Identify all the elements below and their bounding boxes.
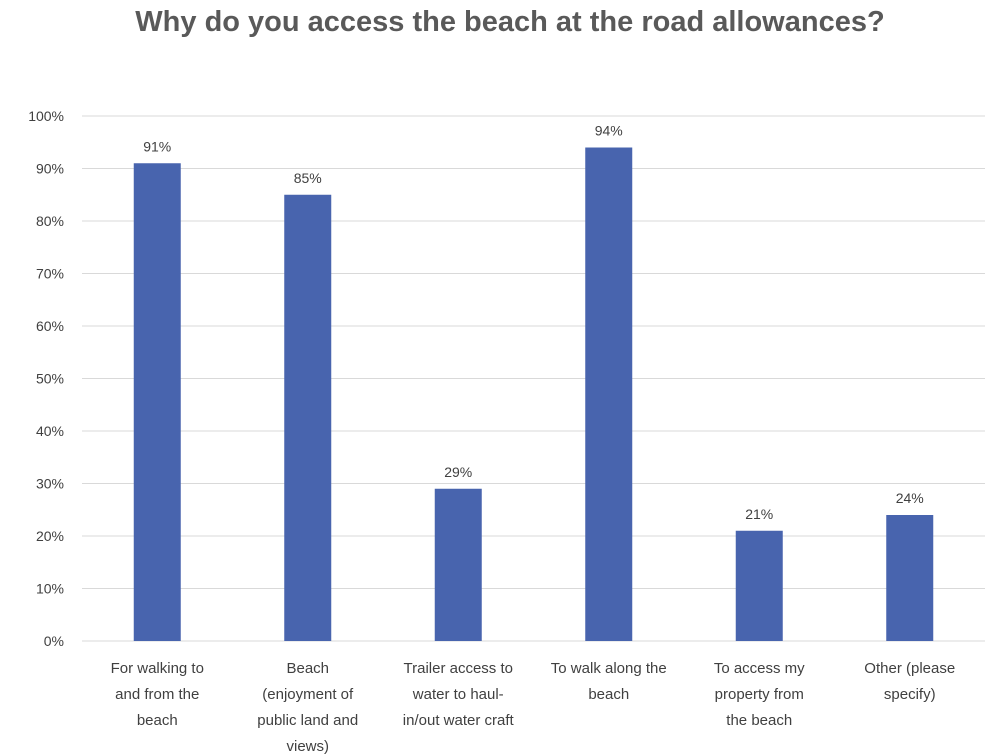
y-tick-label: 100% xyxy=(28,108,64,124)
data-label: 91% xyxy=(143,138,171,154)
x-tick-label: Beach (enjoyment of public land and views) xyxy=(257,660,358,755)
bar xyxy=(886,515,934,641)
chart-title: Why do you access the beach at the road … xyxy=(135,6,885,38)
data-label: 94% xyxy=(595,123,623,139)
bar xyxy=(585,147,633,641)
y-tick-label: 70% xyxy=(36,266,64,282)
bar xyxy=(133,163,181,641)
y-tick-label: 0% xyxy=(44,633,64,649)
y-tick-label: 50% xyxy=(36,371,64,387)
x-tick-label: Other (please specify) xyxy=(864,660,955,703)
data-label: 24% xyxy=(896,490,924,506)
bar xyxy=(735,530,783,641)
y-tick-label: 60% xyxy=(36,318,64,334)
data-label: 29% xyxy=(444,464,472,480)
x-tick-label: To access my property from the beach xyxy=(714,660,805,729)
y-tick-label: 40% xyxy=(36,423,64,439)
x-tick-label: Trailer access to water to haul-in/out wa… xyxy=(403,660,515,729)
y-tick-label: 90% xyxy=(36,161,64,177)
y-tick-label: 20% xyxy=(36,528,64,544)
bar xyxy=(284,194,332,641)
data-label: 21% xyxy=(745,506,773,522)
y-tick-label: 80% xyxy=(36,213,64,229)
y-tick-label: 30% xyxy=(36,476,64,492)
bar xyxy=(434,488,482,641)
x-tick-label: To walk along the beach xyxy=(551,660,667,703)
y-tick-label: 10% xyxy=(36,581,64,597)
x-tick-label: For walking to and from the beach xyxy=(111,660,204,729)
data-label: 85% xyxy=(294,170,322,186)
